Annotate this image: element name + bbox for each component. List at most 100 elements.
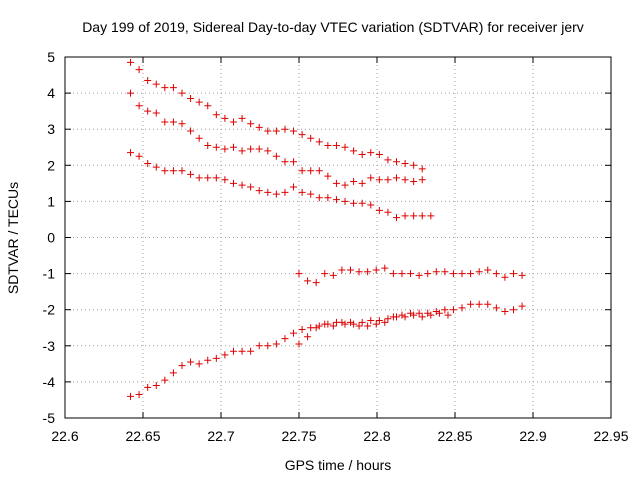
- data-point: [367, 174, 375, 182]
- data-point: [384, 315, 392, 323]
- data-point: [358, 199, 366, 207]
- data-point: [304, 277, 312, 285]
- grid-layer: [65, 57, 611, 418]
- data-point: [407, 309, 415, 317]
- data-point: [427, 212, 435, 220]
- data-point: [152, 80, 160, 88]
- data-point: [444, 311, 452, 319]
- y-tick-label: -2: [43, 302, 56, 318]
- x-tick-label: 22.85: [437, 428, 472, 444]
- data-point: [135, 391, 143, 399]
- data-point: [501, 273, 509, 281]
- data-point: [144, 383, 152, 391]
- x-tick-label: 22.7: [207, 428, 234, 444]
- data-point: [332, 179, 340, 187]
- x-axis-label: GPS time / hours: [285, 457, 392, 473]
- data-point: [321, 270, 329, 278]
- data-point: [312, 279, 320, 287]
- data-point: [295, 340, 303, 348]
- data-point: [393, 158, 400, 166]
- data-point: [418, 212, 426, 220]
- data-point: [324, 194, 332, 202]
- data-point: [212, 174, 220, 182]
- data-point: [398, 311, 406, 319]
- data-point: [475, 268, 483, 276]
- data-point: [338, 266, 346, 274]
- data-point: [467, 300, 475, 308]
- data-point: [307, 134, 315, 142]
- data-point: [255, 187, 263, 195]
- data-point: [135, 66, 143, 74]
- data-point: [290, 127, 298, 135]
- data-point: [304, 333, 312, 341]
- data-point: [315, 167, 323, 175]
- data-point: [467, 270, 475, 278]
- data-point: [295, 270, 303, 278]
- data-point: [384, 156, 392, 164]
- data-point: [384, 208, 392, 216]
- data-point: [375, 317, 383, 325]
- x-tick-label: 22.65: [125, 428, 160, 444]
- data-point: [384, 176, 392, 184]
- data-point: [435, 309, 443, 317]
- data-point: [441, 268, 449, 276]
- data-point: [410, 161, 418, 169]
- data-point: [144, 76, 152, 84]
- data-point: [315, 138, 323, 146]
- data-point: [346, 318, 354, 326]
- data-point: [127, 89, 135, 97]
- data-point: [152, 109, 160, 117]
- data-point: [484, 266, 492, 274]
- data-point: [332, 318, 340, 326]
- data-point: [161, 84, 169, 92]
- data-point: [415, 309, 423, 317]
- y-tick-label: 0: [47, 230, 55, 246]
- data-point: [501, 308, 509, 316]
- data-points: [127, 58, 526, 400]
- data-point: [393, 174, 400, 182]
- data-point: [290, 158, 298, 166]
- x-tick-labels: 22.6 22.65 22.7 22.75 22.8 22.85 22.9 22.95: [51, 428, 628, 444]
- data-point: [307, 167, 315, 175]
- data-point: [187, 358, 195, 366]
- series-s3: [127, 149, 435, 222]
- data-point: [161, 376, 169, 384]
- data-point: [329, 271, 337, 279]
- data-point: [127, 58, 135, 66]
- data-point: [518, 271, 526, 279]
- data-point: [358, 179, 366, 187]
- y-tick-label: -1: [43, 266, 56, 282]
- y-tick-label: 4: [47, 85, 55, 101]
- data-point: [152, 163, 160, 171]
- data-point: [449, 306, 457, 314]
- data-point: [178, 89, 186, 97]
- data-point: [401, 159, 409, 167]
- data-point: [195, 174, 203, 182]
- data-point: [281, 188, 289, 196]
- data-point: [187, 170, 195, 178]
- data-point: [247, 347, 255, 355]
- data-point: [372, 320, 380, 328]
- data-point: [281, 125, 289, 133]
- data-point: [415, 271, 423, 279]
- data-point: [178, 120, 186, 128]
- x-tick-label: 22.95: [593, 428, 628, 444]
- data-point: [484, 300, 492, 308]
- data-point: [432, 268, 440, 276]
- data-point: [204, 356, 212, 364]
- data-point: [407, 270, 415, 278]
- data-point: [510, 270, 517, 278]
- data-point: [281, 335, 289, 343]
- data-point: [169, 167, 177, 175]
- data-point: [229, 143, 237, 151]
- data-point: [358, 318, 366, 326]
- y-tick-label: -5: [43, 410, 56, 426]
- data-point: [381, 318, 389, 326]
- data-point: [410, 212, 418, 220]
- data-point: [264, 127, 272, 135]
- data-point: [492, 304, 500, 312]
- data-point: [195, 98, 203, 106]
- data-point: [367, 201, 375, 209]
- data-point: [492, 270, 500, 278]
